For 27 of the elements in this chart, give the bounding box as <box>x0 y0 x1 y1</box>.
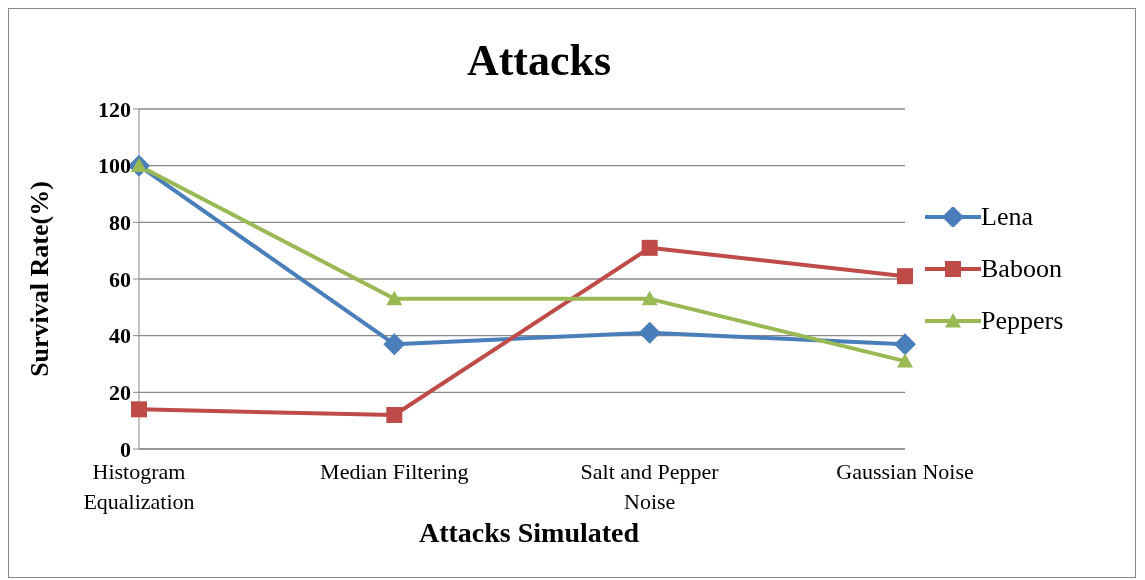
x-axis-title: Attacks Simulated <box>417 517 641 549</box>
y-tick-label: 60 <box>109 266 131 292</box>
legend-label: Lena <box>981 202 1033 232</box>
point <box>897 268 913 285</box>
y-tick-label: 20 <box>109 380 131 406</box>
point <box>641 290 658 306</box>
y-tick-label: 0 <box>120 436 131 462</box>
y-tick-label: 100 <box>98 153 131 179</box>
legend-label: Baboon <box>981 254 1062 284</box>
point <box>641 239 658 256</box>
chart-title: Attacks <box>465 35 613 86</box>
y-tick-label: 120 <box>98 96 131 122</box>
x-tick-label: Histogram Equalization <box>83 459 195 514</box>
y-tick-label: 80 <box>109 210 131 236</box>
legend-label: Peppers <box>981 306 1064 336</box>
x-tick-label: Salt and Pepper Noise <box>580 459 720 514</box>
point <box>386 407 403 423</box>
x-tick-label: Median Filtering <box>320 459 469 484</box>
y-axis-title: Survival Rate(%) <box>25 181 55 377</box>
point <box>894 333 916 356</box>
x-tick-label: Gaussian Noise <box>836 459 974 484</box>
point <box>386 290 403 306</box>
point <box>638 321 661 344</box>
y-tick-label: 40 <box>109 323 131 349</box>
point <box>897 353 913 368</box>
point <box>383 333 406 356</box>
point <box>131 401 147 418</box>
